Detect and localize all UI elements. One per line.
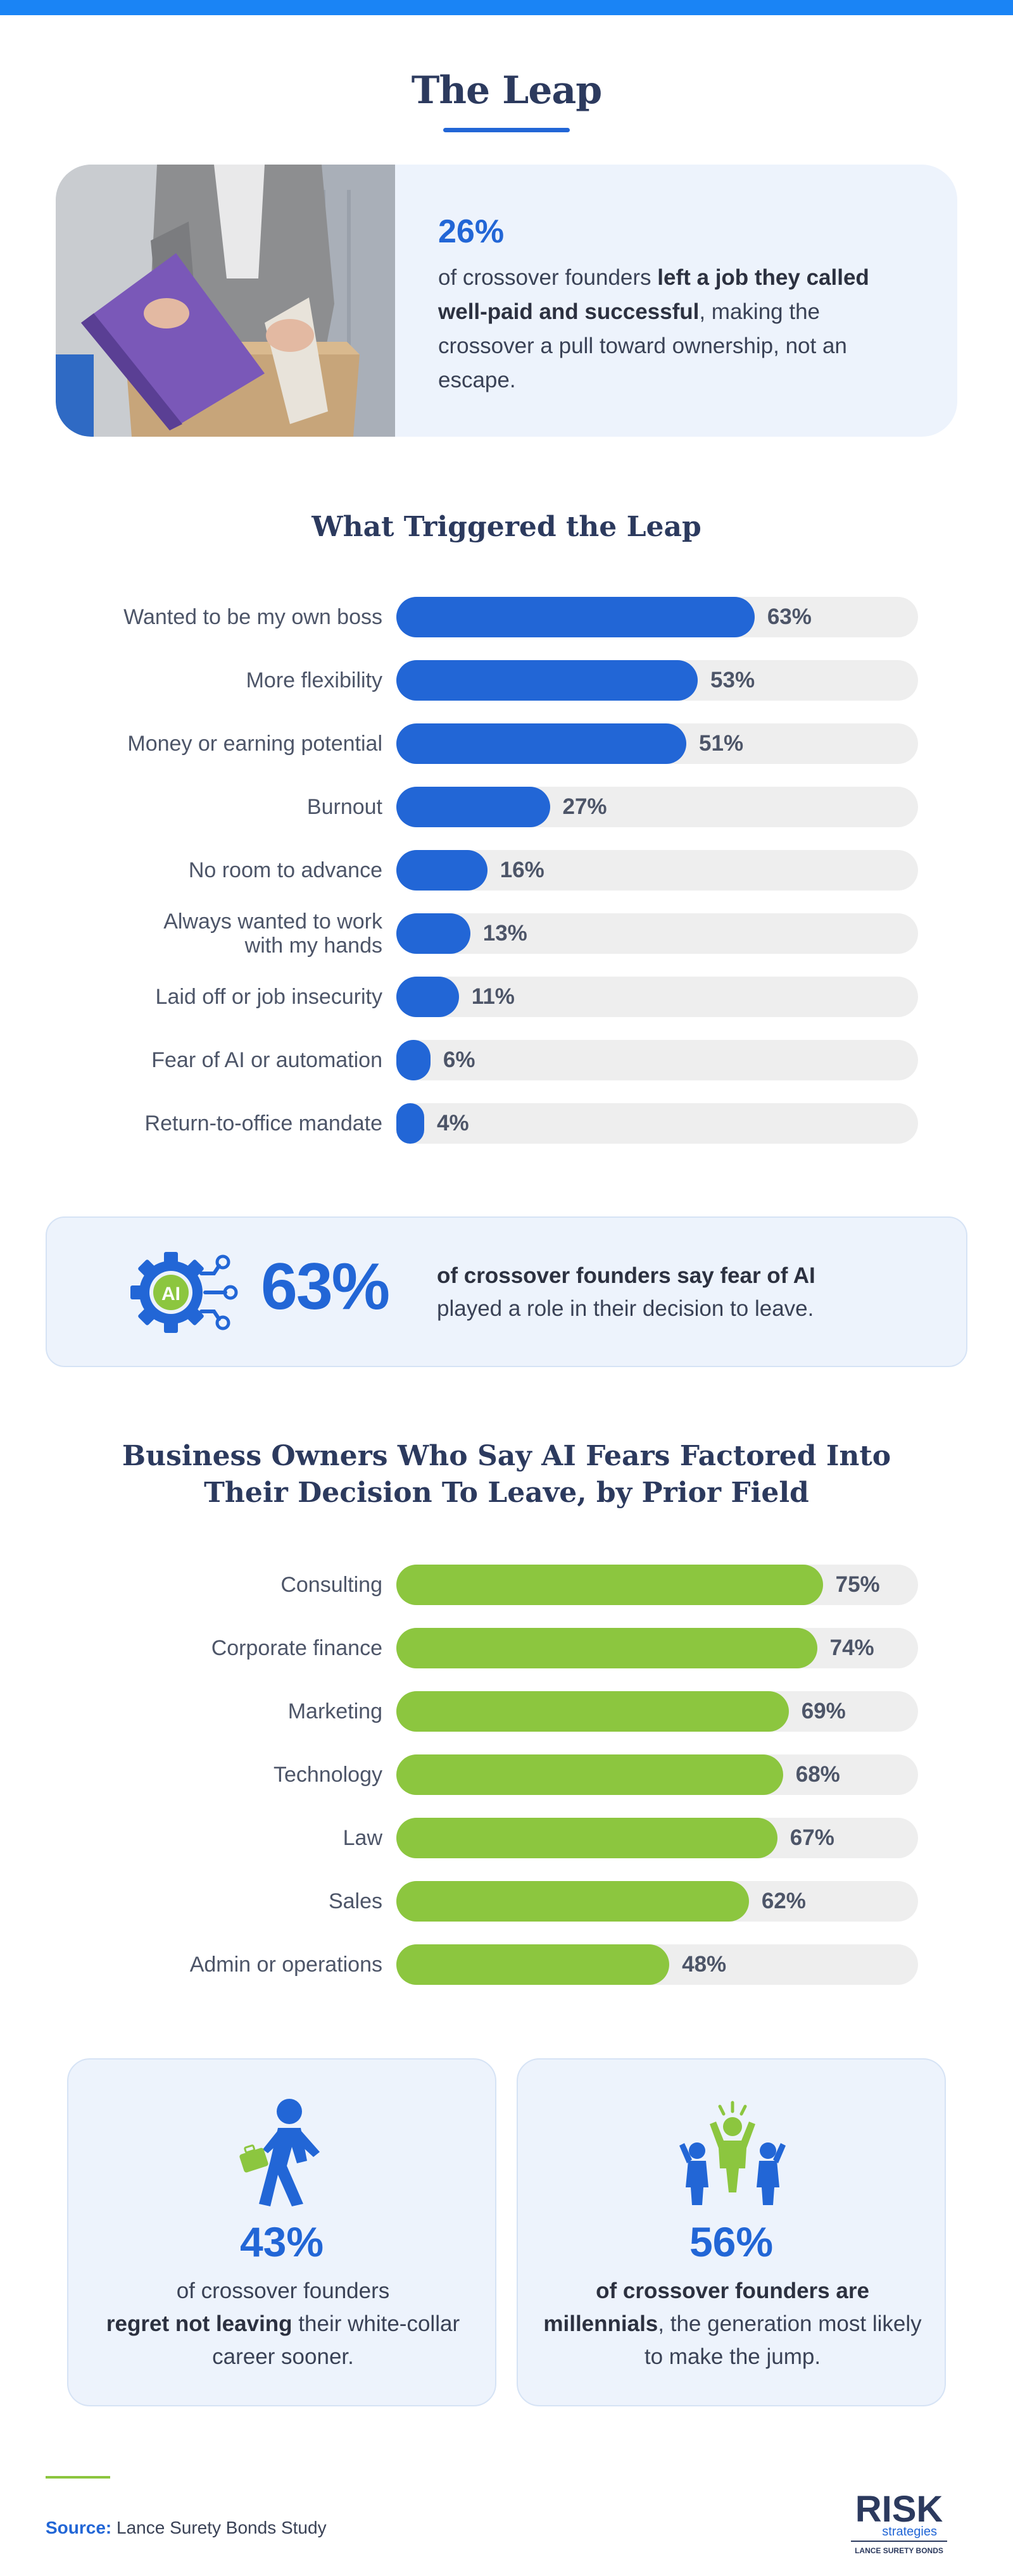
bar-value-label: 11% — [471, 984, 515, 1009]
bar-value-label: 13% — [482, 921, 527, 946]
source-divider — [46, 2476, 110, 2479]
bar-fill — [396, 1040, 431, 1080]
bar-value-label: 67% — [790, 1825, 834, 1850]
bar-track — [396, 913, 918, 954]
bar-row: Money or earning potential 51% — [0, 723, 1013, 764]
bar-value-label: 75% — [835, 1572, 880, 1597]
bar-fill — [396, 1944, 670, 1985]
stat-millennials-percent: 56% — [689, 2218, 774, 2265]
bar-fill — [396, 850, 488, 891]
bar-value-label: 62% — [761, 1889, 806, 1913]
bar-label: Burnout — [306, 795, 382, 819]
bar-label: Always wanted to work with my hands — [163, 910, 382, 958]
bar-fill — [396, 1103, 424, 1144]
bar-row: Corporate finance 74% — [0, 1628, 1013, 1668]
bar-value-label: 53% — [710, 668, 755, 692]
bar-track — [396, 1103, 918, 1144]
svg-text:LANCE SURETY BONDS: LANCE SURETY BONDS — [855, 2546, 943, 2555]
hero-photo — [56, 165, 395, 437]
ai-callout-text: of crossover founders say fear of AI play… — [437, 1263, 815, 1321]
walking-businessman-icon — [239, 2099, 320, 2206]
bar-fill — [396, 660, 698, 701]
bar-fill — [396, 1628, 817, 1668]
svg-text:strategies: strategies — [882, 2525, 937, 2539]
bar-label: Admin or operations — [189, 1953, 382, 1977]
stat-regret-text: of crossover founders regret not leaving… — [106, 2279, 460, 2369]
ai-callout-percent: 63% — [261, 1250, 390, 1323]
bar-row: Return-to-office mandate 4% — [0, 1103, 1013, 1144]
bar-row: Sales 62% — [0, 1881, 1013, 1922]
bar-label: Fear of AI or automation — [151, 1048, 382, 1072]
page-title: The Leap — [411, 68, 603, 113]
bar-label: Return-to-office mandate — [144, 1111, 382, 1135]
bar-label: Corporate finance — [211, 1636, 382, 1660]
bar-row: Marketing 69% — [0, 1691, 1013, 1732]
bar-label: Consulting — [280, 1573, 382, 1597]
bar-value-label: 27% — [562, 794, 607, 819]
bar-fill — [396, 787, 550, 827]
bar-fill — [396, 1818, 777, 1858]
bar-row: Laid off or job insecurity 11% — [0, 977, 1013, 1017]
bar-row: Law 67% — [0, 1818, 1013, 1858]
bar-value-label: 4% — [437, 1111, 469, 1135]
risk-strategies-logo: RISK strategies LANCE SURETY BONDS — [851, 2489, 947, 2555]
bar-value-label: 6% — [443, 1047, 475, 1072]
stat-card-millennials: 56% of crossover founders are millennial… — [517, 2058, 946, 2406]
ai-icon-label: AI — [161, 1284, 180, 1304]
bar-label: Law — [343, 1826, 382, 1850]
stat-millennials-text: of crossover founders are millennials, t… — [543, 2279, 922, 2369]
source-note: Source: Lance Surety Bonds Study — [46, 2518, 327, 2537]
bar-label: No room to advance — [188, 858, 382, 882]
bar-track — [396, 977, 918, 1017]
bar-label: Wanted to be my own boss — [123, 605, 382, 629]
bar-fill — [396, 977, 459, 1017]
bar-fill — [396, 913, 470, 954]
bar-fill — [396, 1881, 749, 1922]
hero-text: of crossover founders left a job they ca… — [438, 265, 869, 392]
bar-fill — [396, 723, 687, 764]
bar-value-label: 51% — [699, 731, 744, 756]
ai-fear-callout: AI 63% of crossover founders say fear of… — [46, 1216, 967, 1367]
group-celebrating-icon — [679, 2101, 786, 2205]
fields-chart-title: Business Owners Who Say AI Fears Factore… — [122, 1440, 891, 1509]
bar-label: Technology — [273, 1763, 382, 1787]
bar-label: More flexibility — [246, 668, 382, 692]
stat-card-regret: 43% of crossover founders regret not lea… — [67, 2058, 496, 2406]
bar-value-label: 69% — [801, 1699, 846, 1723]
stat-regret-percent: 43% — [239, 2218, 324, 2265]
bar-row: Burnout 27% — [0, 787, 1013, 827]
bar-track — [396, 1040, 918, 1080]
bar-value-label: 68% — [795, 1762, 840, 1787]
hero-card: 26% of crossover founders left a job the… — [56, 165, 957, 437]
bar-row: No room to advance 16% — [0, 850, 1013, 891]
bar-row: More flexibility 53% — [0, 660, 1013, 701]
bar-fill — [396, 597, 755, 637]
title-underline — [443, 128, 570, 132]
bar-fill — [396, 1691, 789, 1732]
bar-label: Money or earning potential — [127, 732, 382, 756]
bar-fill — [396, 1754, 783, 1795]
bar-row: Fear of AI or automation 6% — [0, 1040, 1013, 1080]
bar-row: Wanted to be my own boss 63% — [0, 597, 1013, 637]
bar-value-label: 48% — [682, 1952, 727, 1977]
bar-fill — [396, 1565, 823, 1605]
bar-row: Always wanted to work with my hands 13% — [0, 910, 1013, 958]
bar-label: Marketing — [287, 1699, 382, 1723]
bar-label: Laid off or job insecurity — [155, 985, 382, 1009]
top-accent-bar — [0, 0, 1013, 15]
bar-row: Consulting 75% — [0, 1565, 1013, 1605]
bar-value-label: 63% — [767, 604, 812, 629]
bar-value-label: 16% — [500, 858, 544, 882]
bar-row: Admin or operations 48% — [0, 1944, 1013, 1985]
svg-text:RISK: RISK — [855, 2489, 943, 2530]
bar-label: Sales — [328, 1889, 382, 1913]
ai-gear-icon: AI — [130, 1252, 238, 1333]
hero-percent: 26% — [438, 213, 505, 250]
triggers-chart-title: What Triggered the Leap — [311, 511, 702, 543]
bar-value-label: 74% — [829, 1635, 874, 1660]
bar-row: Technology 68% — [0, 1754, 1013, 1795]
